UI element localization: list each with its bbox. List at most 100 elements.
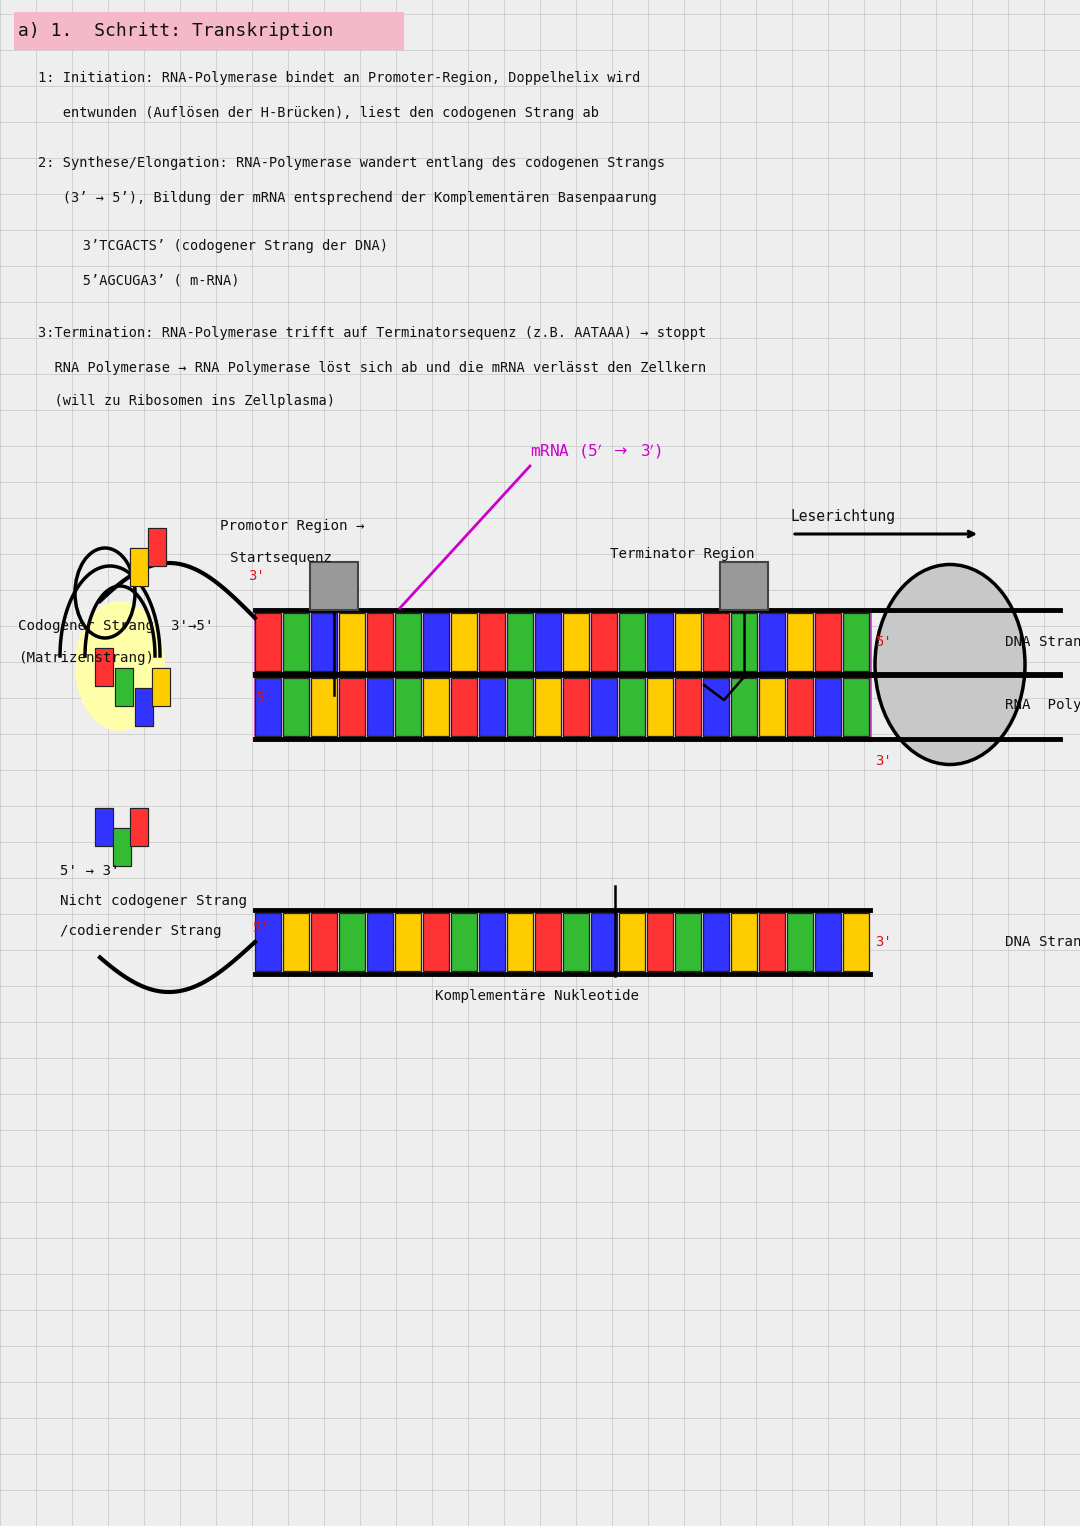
Text: (3’ → 5’), Bildung der mRNA entsprechend der Komplementären Basenpaarung: (3’ → 5’), Bildung der mRNA entsprechend…	[38, 191, 657, 204]
Ellipse shape	[875, 565, 1025, 765]
FancyBboxPatch shape	[720, 562, 768, 610]
FancyBboxPatch shape	[563, 913, 589, 971]
FancyBboxPatch shape	[787, 613, 813, 671]
FancyBboxPatch shape	[507, 913, 534, 971]
Text: (will zu Ribosomen ins Zellplasma): (will zu Ribosomen ins Zellplasma)	[38, 394, 335, 407]
FancyBboxPatch shape	[130, 548, 148, 586]
FancyBboxPatch shape	[507, 678, 534, 736]
Text: 3': 3'	[248, 569, 265, 583]
FancyBboxPatch shape	[451, 678, 477, 736]
Text: Startsequenz: Startsequenz	[230, 551, 332, 565]
FancyBboxPatch shape	[843, 913, 869, 971]
Text: mRNA (5$'$ $\rightarrow$ 3$'$): mRNA (5$'$ $\rightarrow$ 3$'$)	[530, 441, 662, 461]
FancyBboxPatch shape	[619, 613, 645, 671]
FancyBboxPatch shape	[647, 913, 673, 971]
FancyBboxPatch shape	[843, 678, 869, 736]
FancyBboxPatch shape	[703, 678, 729, 736]
Text: 3:Termination: RNA-Polymerase trifft auf Terminatorsequenz (z.B. AATAAA) → stopp: 3:Termination: RNA-Polymerase trifft auf…	[38, 327, 706, 340]
FancyBboxPatch shape	[148, 528, 166, 566]
FancyBboxPatch shape	[255, 610, 870, 739]
FancyBboxPatch shape	[283, 613, 309, 671]
Text: 5’AGCUGA3’ ( m-RNA): 5’AGCUGA3’ ( m-RNA)	[58, 275, 240, 288]
Text: Promotor Region →: Promotor Region →	[220, 519, 365, 533]
Text: Terminator Region: Terminator Region	[610, 546, 755, 562]
FancyBboxPatch shape	[647, 613, 673, 671]
FancyBboxPatch shape	[395, 613, 421, 671]
FancyBboxPatch shape	[113, 829, 131, 865]
Text: 3’TCGACTS’ (codogener Strang der DNA): 3’TCGACTS’ (codogener Strang der DNA)	[58, 240, 388, 253]
FancyBboxPatch shape	[535, 678, 561, 736]
FancyBboxPatch shape	[255, 678, 281, 736]
Ellipse shape	[75, 601, 165, 731]
FancyBboxPatch shape	[423, 913, 449, 971]
Text: RNA Polymerase → RNA Polymerase löst sich ab und die mRNA verlässt den Zellkern: RNA Polymerase → RNA Polymerase löst sic…	[38, 362, 706, 375]
FancyBboxPatch shape	[815, 678, 841, 736]
FancyBboxPatch shape	[480, 678, 505, 736]
Text: 3': 3'	[875, 754, 892, 768]
FancyBboxPatch shape	[843, 613, 869, 671]
FancyBboxPatch shape	[451, 613, 477, 671]
Text: Leserichtung: Leserichtung	[789, 508, 895, 523]
FancyBboxPatch shape	[135, 688, 153, 726]
FancyBboxPatch shape	[647, 678, 673, 736]
FancyBboxPatch shape	[731, 678, 757, 736]
FancyBboxPatch shape	[675, 678, 701, 736]
Text: 1: Initiation: RNA-Polymerase bindet an Promoter-Region, Doppelhelix wird: 1: Initiation: RNA-Polymerase bindet an …	[38, 72, 640, 85]
FancyBboxPatch shape	[367, 613, 393, 671]
Text: 5': 5'	[252, 922, 269, 935]
FancyBboxPatch shape	[152, 668, 170, 707]
FancyBboxPatch shape	[787, 678, 813, 736]
Text: 3': 3'	[875, 935, 892, 949]
FancyBboxPatch shape	[152, 668, 170, 707]
FancyBboxPatch shape	[563, 678, 589, 736]
FancyBboxPatch shape	[423, 678, 449, 736]
Text: Nicht codogener Strang: Nicht codogener Strang	[60, 894, 247, 908]
FancyBboxPatch shape	[95, 807, 113, 845]
FancyBboxPatch shape	[283, 913, 309, 971]
FancyBboxPatch shape	[310, 562, 357, 610]
Text: a) 1.  Schritt: Transkription: a) 1. Schritt: Transkription	[18, 21, 334, 40]
FancyBboxPatch shape	[311, 678, 337, 736]
FancyBboxPatch shape	[703, 913, 729, 971]
FancyBboxPatch shape	[759, 913, 785, 971]
FancyBboxPatch shape	[815, 613, 841, 671]
FancyBboxPatch shape	[367, 678, 393, 736]
FancyBboxPatch shape	[619, 913, 645, 971]
FancyBboxPatch shape	[311, 913, 337, 971]
FancyBboxPatch shape	[675, 913, 701, 971]
Text: DNA Strang: DNA Strang	[1005, 635, 1080, 649]
FancyBboxPatch shape	[815, 913, 841, 971]
FancyBboxPatch shape	[591, 613, 617, 671]
FancyBboxPatch shape	[759, 613, 785, 671]
Text: 2: Synthese/Elongation: RNA-Polymerase wandert entlang des codogenen Strangs: 2: Synthese/Elongation: RNA-Polymerase w…	[38, 156, 665, 169]
FancyBboxPatch shape	[114, 668, 133, 707]
FancyBboxPatch shape	[130, 548, 148, 586]
FancyBboxPatch shape	[731, 613, 757, 671]
FancyBboxPatch shape	[95, 807, 113, 845]
FancyBboxPatch shape	[367, 913, 393, 971]
FancyBboxPatch shape	[535, 913, 561, 971]
FancyBboxPatch shape	[130, 807, 148, 845]
FancyBboxPatch shape	[255, 613, 870, 671]
FancyBboxPatch shape	[787, 913, 813, 971]
FancyBboxPatch shape	[95, 649, 113, 687]
FancyBboxPatch shape	[135, 688, 153, 726]
FancyBboxPatch shape	[255, 613, 281, 671]
Text: /codierender Strang: /codierender Strang	[60, 925, 221, 938]
FancyBboxPatch shape	[14, 12, 404, 50]
FancyBboxPatch shape	[759, 678, 785, 736]
FancyBboxPatch shape	[675, 613, 701, 671]
FancyBboxPatch shape	[563, 613, 589, 671]
FancyBboxPatch shape	[148, 528, 166, 566]
FancyBboxPatch shape	[255, 913, 281, 971]
FancyBboxPatch shape	[113, 829, 131, 865]
FancyBboxPatch shape	[591, 913, 617, 971]
FancyBboxPatch shape	[311, 613, 337, 671]
FancyBboxPatch shape	[395, 913, 421, 971]
FancyBboxPatch shape	[507, 613, 534, 671]
FancyBboxPatch shape	[130, 807, 148, 845]
FancyBboxPatch shape	[339, 678, 365, 736]
FancyBboxPatch shape	[395, 678, 421, 736]
FancyBboxPatch shape	[423, 613, 449, 671]
FancyBboxPatch shape	[339, 613, 365, 671]
